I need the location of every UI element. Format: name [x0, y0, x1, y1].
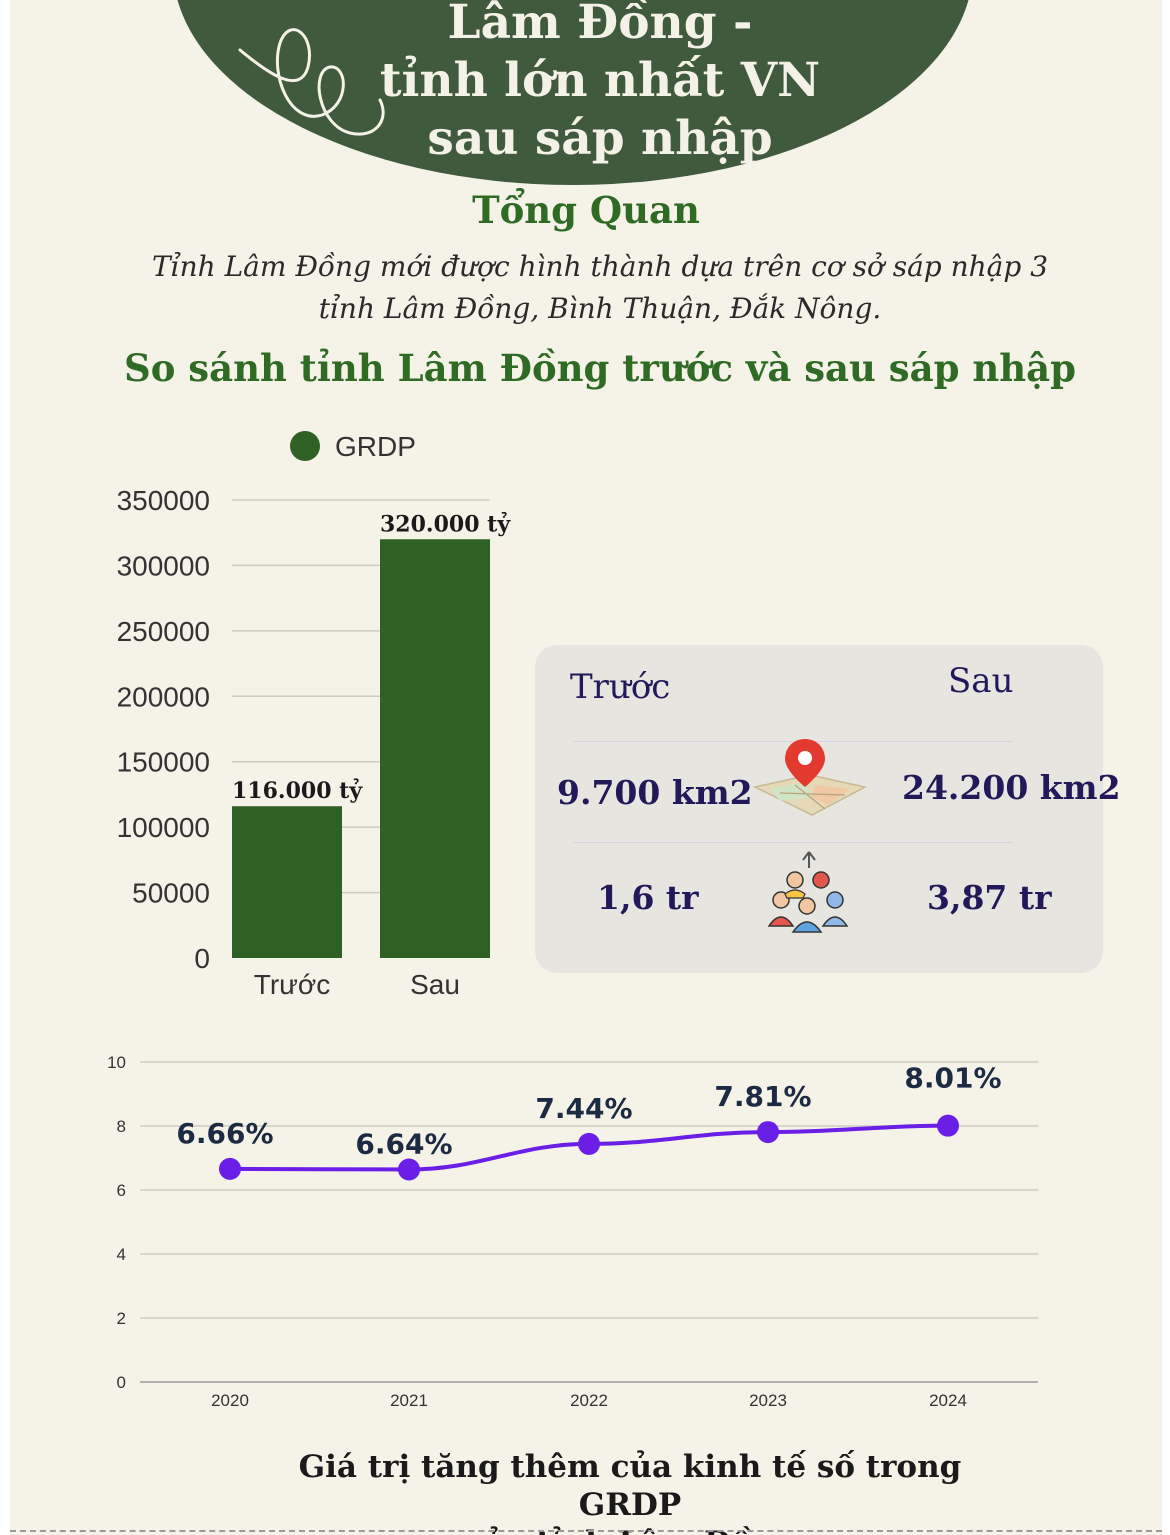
card-before-label: Trước [570, 667, 671, 707]
x-tick-label: 2021 [390, 1391, 428, 1410]
x-tick-label: 2023 [749, 1391, 787, 1410]
card-population-before: 1,6 tr [597, 878, 699, 917]
bar-data-label: 116.000 tỷ [232, 778, 363, 804]
y-tick-label: 0 [194, 943, 210, 974]
y-tick-label: 150000 [117, 747, 210, 778]
bar-data-label: 320.000 tỷ [380, 511, 511, 537]
stat-card: Trước Sau 9.700 km2 24.200 km2 1,6 tr [535, 645, 1121, 973]
y-tick-label: 10 [107, 1053, 126, 1072]
x-tick-label: 2024 [929, 1391, 967, 1410]
digital-economy-line-chart: 0 2 4 6 8 10 6.66% 2020 6.64% 2021 7.44% 2022 7.81% 2… [107, 1053, 1038, 1410]
y-tick-label: 350000 [117, 485, 210, 516]
card-divider [573, 842, 1013, 843]
grdp-bar-chart: 0 50000 100000 150000 200000 250000 300000 3500… [117, 431, 511, 1000]
title-line: Lâm Đồng - [447, 0, 753, 50]
point-data-label: 7.44% [535, 1092, 632, 1125]
comparison-title: So sánh tỉnh Lâm Đồng trước và sau sáp n… [123, 346, 1076, 390]
y-tick-label: 50000 [132, 878, 210, 909]
infographic-page: Lâm Đồng - tỉnh lớn nhất VN sau sáp nhập… [10, 0, 1162, 1535]
point-data-label: 6.66% [176, 1117, 273, 1150]
point-data-label: 6.64% [355, 1128, 452, 1161]
y-tick-label: 200000 [117, 681, 210, 712]
overview-heading: Tổng Quan [472, 188, 700, 232]
y-tick-label: 300000 [117, 550, 210, 581]
data-point [578, 1132, 600, 1155]
page-title: Lâm Đồng - tỉnh lớn nhất VN sau sáp nhập [310, 0, 890, 168]
x-tick-label: 2022 [570, 1391, 608, 1410]
decorative-swirl-icon [238, 28, 385, 136]
caption-line: Giá trị tăng thêm của kinh tế số trong G… [298, 1449, 962, 1523]
card-after-label: Sau [948, 661, 1014, 701]
data-point [937, 1114, 959, 1137]
card-population-after: 3,87 tr [927, 878, 1052, 917]
line-chart-caption: Giá trị tăng thêm của kinh tế số trong G… [270, 1448, 990, 1535]
card-area-after: 24.200 km2 [902, 768, 1121, 807]
y-tick-label: 6 [117, 1181, 126, 1200]
y-tick-label: 8 [117, 1117, 126, 1136]
data-point [398, 1158, 420, 1181]
bar [380, 539, 490, 958]
map-pin-icon [752, 739, 868, 816]
x-tick-label: Trước [254, 969, 331, 1000]
y-tick-label: 100000 [117, 812, 210, 843]
card-divider [573, 741, 1013, 742]
legend-label: GRDP [335, 431, 416, 462]
data-point [219, 1157, 241, 1180]
point-data-label: 8.01% [904, 1062, 1001, 1095]
point-data-label: 7.81% [714, 1080, 811, 1113]
bottom-divider [10, 1530, 1162, 1532]
card-area-before: 9.700 km2 [557, 773, 753, 812]
title-line: sau sáp nhập [427, 111, 773, 166]
x-tick-label: Sau [410, 969, 460, 1000]
y-tick-label: 0 [117, 1373, 126, 1392]
population-icon [767, 851, 849, 933]
y-tick-label: 250000 [117, 616, 210, 647]
x-tick-label: 2020 [211, 1391, 249, 1410]
bar [232, 806, 342, 958]
y-tick-label: 4 [117, 1245, 126, 1264]
legend-marker [290, 431, 320, 461]
title-line: tỉnh lớn nhất VN [379, 53, 821, 108]
data-point [757, 1121, 779, 1144]
overview-text: Tỉnh Lâm Đồng mới được hình thành dựa tr… [151, 250, 1049, 325]
y-tick-label: 2 [117, 1309, 126, 1328]
